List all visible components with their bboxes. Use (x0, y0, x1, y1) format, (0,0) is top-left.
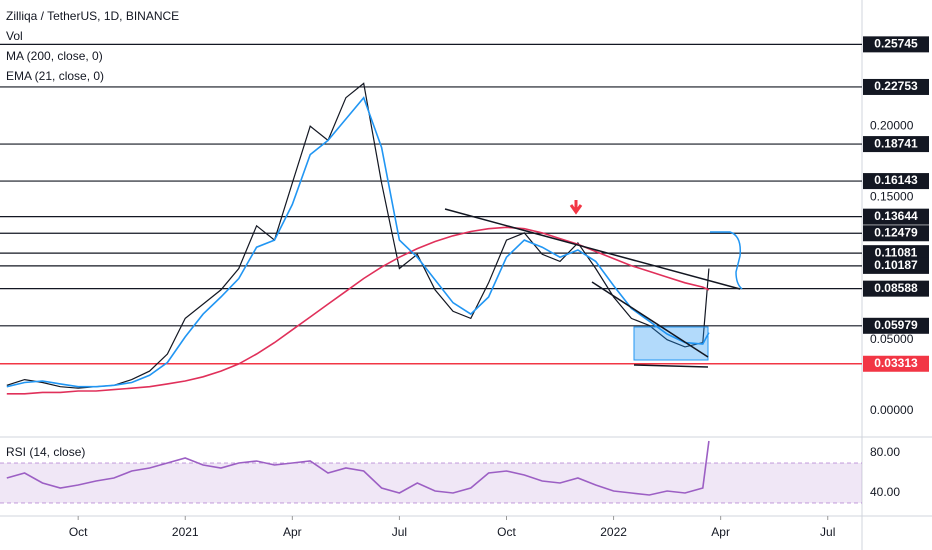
y-tick-label: 40.00 (870, 485, 900, 499)
y-tick-label: 0.15000 (870, 190, 914, 204)
level-label-box (863, 280, 929, 297)
level-label: 0.08588 (874, 281, 918, 295)
level-label: 0.11081 (875, 245, 918, 259)
level-label: 0.25745 (874, 37, 918, 51)
range-box (633, 326, 709, 361)
trend-line (444, 208, 741, 290)
level-label: 0.05979 (874, 318, 918, 332)
down-arrow (569, 200, 583, 215)
trend-line (633, 364, 709, 368)
level-label-box (863, 136, 929, 153)
legend-entry: MA (200, close, 0) (6, 49, 103, 63)
series-line (6, 226, 710, 395)
x-tick-label: 2021 (172, 525, 199, 539)
x-tick-label: Oct (69, 525, 88, 539)
level-label-box (863, 173, 929, 190)
level-label-box (863, 355, 929, 372)
volume-label: Vol (6, 29, 23, 43)
trend-line (591, 281, 709, 358)
series-line (6, 96, 710, 388)
level-label-box (863, 245, 929, 262)
series-line (6, 82, 710, 389)
rsi-band (0, 463, 862, 503)
level-label: 0.22753 (874, 79, 918, 93)
level-label: 0.03313 (874, 356, 918, 370)
level-label-box (863, 208, 929, 225)
level-label: 0.13644 (874, 209, 918, 223)
level-label: 0.18741 (874, 136, 918, 150)
level-label: 0.16143 (874, 173, 918, 187)
y-tick-label: 80.00 (870, 445, 900, 459)
x-tick-label: Jul (820, 525, 835, 539)
y-tick-label: 0.00000 (870, 403, 914, 417)
level-label: 0.12479 (874, 225, 918, 239)
y-tick-label: 0.05000 (870, 332, 914, 346)
x-tick-label: Jul (392, 525, 407, 539)
level-label-box (863, 225, 929, 242)
level-label-box (863, 36, 929, 53)
x-tick-label: 2022 (600, 525, 627, 539)
chart-title: Zilliqa / TetherUS, 1D, BINANCE (6, 9, 179, 23)
plot-area (0, 43, 862, 504)
level-label-box (863, 78, 929, 95)
level-label: 0.10187 (874, 258, 918, 272)
level-label-box (863, 317, 929, 334)
legend-entry: EMA (21, close, 0) (6, 69, 104, 83)
level-label-box (863, 257, 929, 274)
x-tick-label: Apr (283, 525, 302, 539)
x-tick-label: Apr (711, 525, 730, 539)
y-tick-label: 0.20000 (870, 118, 914, 132)
legend-entry: RSI (14, close) (6, 445, 85, 459)
projection-curve (710, 231, 743, 290)
x-tick-label: Oct (497, 525, 516, 539)
series-line (6, 440, 710, 496)
